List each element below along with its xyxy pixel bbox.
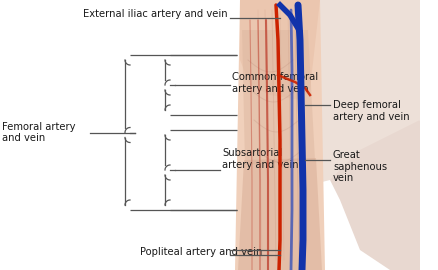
Polygon shape — [234, 0, 324, 270]
Polygon shape — [240, 0, 319, 100]
Text: Subsartorial
artery and vein: Subsartorial artery and vein — [222, 148, 298, 170]
Text: Common femoral
artery and vein: Common femoral artery and vein — [231, 72, 318, 94]
Polygon shape — [329, 120, 419, 270]
Text: Deep femoral
artery and vein: Deep femoral artery and vein — [332, 100, 409, 122]
Text: Great
saphenous
vein: Great saphenous vein — [332, 150, 386, 183]
Polygon shape — [241, 30, 314, 165]
Polygon shape — [299, 0, 419, 185]
Text: Popliteal artery and vein: Popliteal artery and vein — [140, 247, 262, 257]
Text: External iliac artery and vein: External iliac artery and vein — [83, 9, 227, 19]
Polygon shape — [237, 158, 321, 270]
Text: Femoral artery
and vein: Femoral artery and vein — [2, 122, 75, 143]
